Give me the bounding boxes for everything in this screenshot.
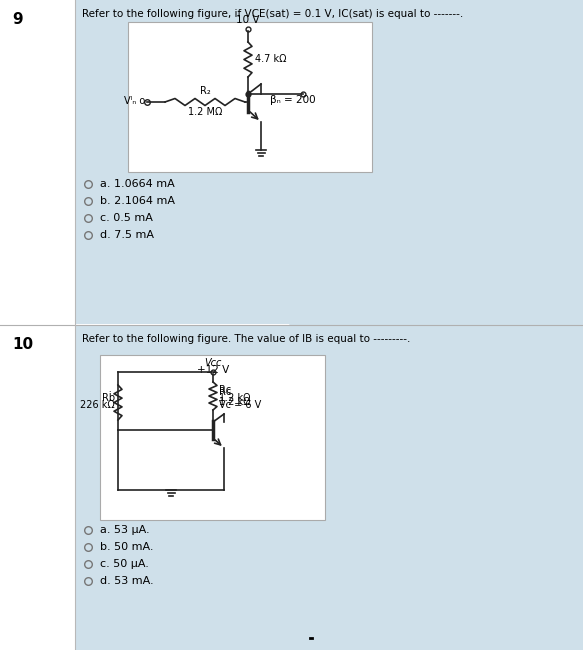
Text: Refer to the following figure. The value of IB is equal to ---------.: Refer to the following figure. The value… — [82, 334, 410, 344]
Text: b. 2.1064 mA: b. 2.1064 mA — [100, 196, 175, 206]
FancyBboxPatch shape — [75, 326, 583, 650]
Text: Vᴵₙ o: Vᴵₙ o — [124, 96, 145, 106]
Text: 10 V: 10 V — [236, 15, 260, 25]
Text: Rḃ: Rḃ — [102, 393, 115, 403]
Text: a. 53 μA.: a. 53 μA. — [100, 525, 150, 535]
FancyBboxPatch shape — [100, 355, 325, 520]
Text: b. 50 mA.: b. 50 mA. — [100, 542, 153, 552]
Text: d. 53 mA.: d. 53 mA. — [100, 576, 154, 586]
Text: 1.2 MΩ: 1.2 MΩ — [188, 107, 222, 117]
FancyBboxPatch shape — [0, 0, 75, 324]
Text: Vᴄᴄ: Vᴄᴄ — [204, 358, 222, 368]
Text: a. 1.0664 mA: a. 1.0664 mA — [100, 179, 175, 189]
Text: 10: 10 — [12, 337, 33, 352]
Text: Rᴄ: Rᴄ — [219, 387, 231, 397]
Circle shape — [290, 125, 583, 525]
Text: d. 7.5 mA: d. 7.5 mA — [100, 230, 154, 240]
Text: 4.7 kΩ: 4.7 kΩ — [255, 55, 286, 64]
FancyBboxPatch shape — [0, 326, 75, 650]
Text: 1.2 kΩ: 1.2 kΩ — [219, 393, 251, 403]
Text: c. 0.5 mA: c. 0.5 mA — [100, 213, 153, 223]
Text: R₂: R₂ — [199, 86, 210, 96]
Text: c. 50 μA.: c. 50 μA. — [100, 559, 149, 569]
Text: Vᴄ = 6 V: Vᴄ = 6 V — [219, 400, 261, 410]
Text: +12 V: +12 V — [197, 365, 229, 375]
Text: βₙ⁣ = 200: βₙ⁣ = 200 — [270, 95, 315, 105]
FancyBboxPatch shape — [128, 22, 372, 172]
Text: Rᴄ
1.2 kΩ: Rᴄ 1.2 kΩ — [219, 385, 251, 407]
Text: Refer to the following figure, if VCE(sat) = 0.1 V, IC(sat) is equal to -------.: Refer to the following figure, if VCE(sa… — [82, 9, 463, 19]
Text: 226 kΩ: 226 kΩ — [80, 400, 115, 410]
FancyBboxPatch shape — [75, 0, 583, 324]
Text: 9: 9 — [12, 12, 23, 27]
